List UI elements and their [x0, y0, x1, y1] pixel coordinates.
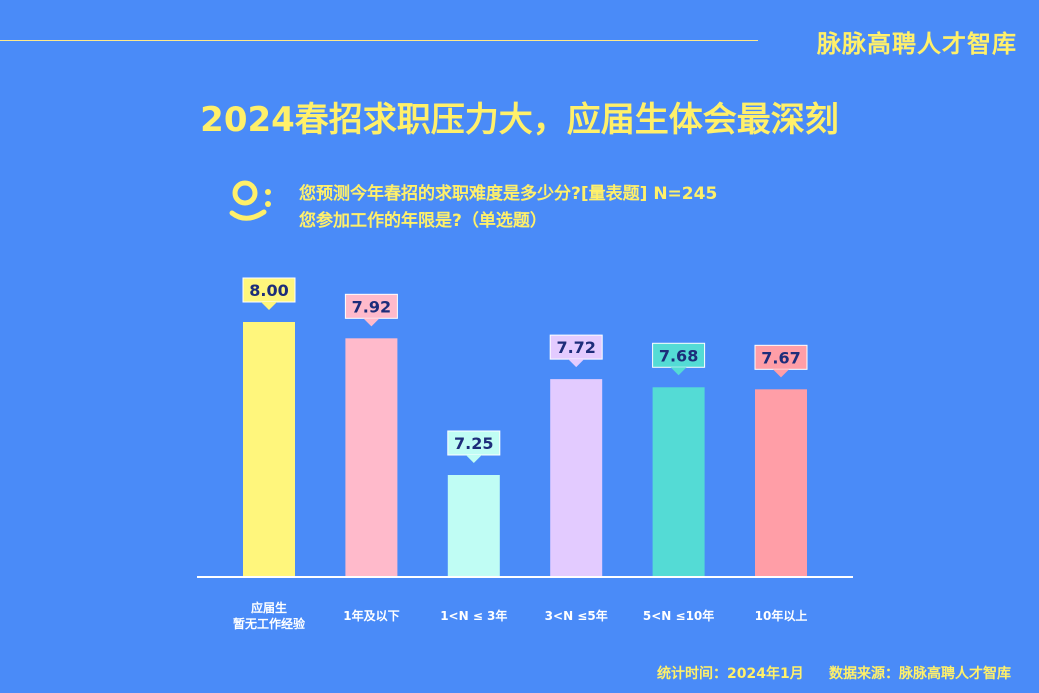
top-divider-line	[0, 40, 758, 41]
value-label-box-5	[754, 344, 808, 370]
brand-label: 脉脉高聘人才智库	[817, 30, 1017, 58]
category-label-5-0: 10年以上	[755, 608, 808, 623]
bar-2	[447, 475, 500, 577]
value-label-1: 7.92	[352, 297, 391, 316]
category-label-1-0: 1年及以下	[343, 608, 399, 623]
bar-3	[550, 379, 603, 577]
bar-4	[652, 387, 705, 577]
value-label-box-4	[652, 342, 706, 368]
value-label-box-0	[242, 277, 296, 303]
bar-0	[243, 322, 295, 577]
category-label-3-0: 3<N ≤5年	[545, 608, 608, 623]
value-label-box-2	[447, 430, 501, 456]
value-label-2: 7.25	[454, 434, 493, 453]
bar-1	[345, 338, 398, 577]
value-label-3: 7.72	[556, 338, 595, 357]
value-label-0: 8.00	[249, 281, 288, 300]
bar-5	[755, 389, 807, 577]
value-label-5: 7.67	[761, 348, 800, 367]
footer-data-source: 数据来源：脉脉高聘人才智库	[829, 666, 1011, 682]
value-label-4: 7.68	[659, 346, 698, 365]
value-label-box-3	[549, 334, 603, 360]
value-label-pointer-5	[773, 369, 789, 378]
value-label-pointer-4	[670, 367, 687, 376]
question-line-1: 您预测今年春招的求职难度是多少分?[量表题] N=245	[299, 184, 718, 204]
q-icon	[229, 180, 271, 221]
category-label-2-0: 1<N ≤ 3年	[440, 608, 507, 623]
question-text: 您预测今年春招的求职难度是多少分?[量表题] N=245 您参加工作的年限是?（…	[299, 181, 717, 235]
category-label-0-1: 暂无工作经验	[233, 616, 306, 631]
category-label-4-0: 5<N ≤10年	[643, 608, 714, 623]
question-line-2: 您参加工作的年限是?（单选题）	[299, 211, 547, 231]
value-label-pointer-2	[465, 455, 482, 463]
category-label-0-0: 应届生	[251, 600, 287, 615]
footer-stat-time: 统计时间：2024年1月	[657, 666, 804, 682]
value-label-box-1	[344, 293, 398, 319]
value-label-pointer-0	[261, 302, 277, 310]
value-label-pointer-1	[363, 318, 380, 327]
value-label-pointer-3	[568, 359, 585, 368]
page-title: 2024春招求职压力大，应届生体会最深刻	[200, 100, 839, 140]
